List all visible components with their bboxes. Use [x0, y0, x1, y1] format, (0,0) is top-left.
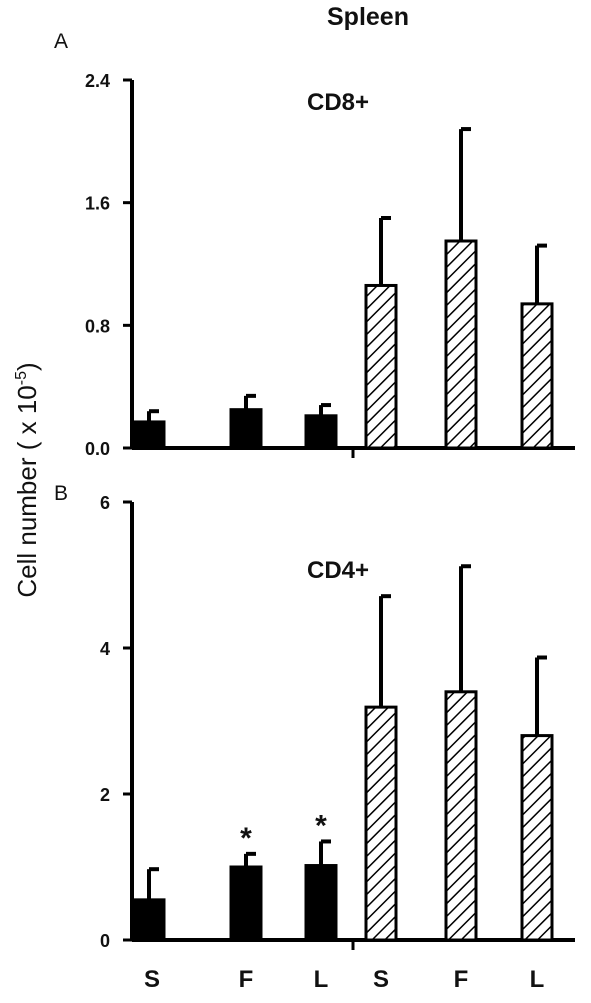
- x-tick-label: L: [314, 966, 329, 993]
- x-tick-label: F: [454, 966, 469, 993]
- panel-a-cd8: 0.0 0.8 1.6 2.4 CD8+: [85, 71, 575, 459]
- y-tick-label: 4: [100, 639, 110, 659]
- y-tick-label: 2: [100, 785, 110, 805]
- panel-label-b: B: [54, 482, 68, 505]
- panel-b-cd4: 0 2 4 6 CD4+ * *: [100, 493, 575, 951]
- significance-asterisk: *: [315, 809, 327, 842]
- y-tick-label: 0.0: [85, 439, 110, 459]
- bar-hatched: [520, 302, 554, 450]
- y-axis-label-main: Cell number ( x 10: [12, 385, 42, 597]
- bar-hatched: [444, 239, 478, 450]
- bar-solid: [229, 408, 263, 450]
- x-tick-label: S: [373, 966, 389, 993]
- bar-solid: [132, 898, 166, 942]
- panel-title: CD4+: [307, 557, 369, 584]
- x-tick-label: L: [530, 966, 545, 993]
- significance-asterisk: *: [240, 822, 252, 855]
- y-tick-label: 0: [100, 931, 110, 951]
- y-axis-label: Cell number ( x 10-5): [12, 362, 42, 597]
- svg-text:Cell number ( x 10-5): Cell number ( x 10-5): [12, 362, 42, 597]
- bar-hatched: [520, 734, 554, 942]
- bar-solid: [304, 414, 338, 450]
- x-tick-label: S: [144, 966, 160, 993]
- x-tick-label: F: [239, 966, 254, 993]
- panel-label-a: A: [54, 30, 68, 53]
- panel-title: CD8+: [307, 89, 369, 116]
- bar-hatched: [364, 283, 398, 450]
- bar-solid: [132, 420, 166, 450]
- bar-hatched: [364, 705, 398, 942]
- bar-solid: [229, 865, 263, 942]
- y-tick-label: 2.4: [85, 71, 110, 91]
- y-tick-label: 1.6: [85, 194, 110, 214]
- y-axis-label-exponent: -5: [13, 371, 30, 385]
- y-axis-label-close: ): [12, 362, 42, 371]
- y-tick-label: 6: [100, 493, 110, 513]
- bar-hatched: [444, 690, 478, 942]
- figure-title: Spleen: [327, 3, 409, 31]
- bar-solid: [304, 864, 338, 942]
- y-tick-label: 0.8: [85, 316, 110, 336]
